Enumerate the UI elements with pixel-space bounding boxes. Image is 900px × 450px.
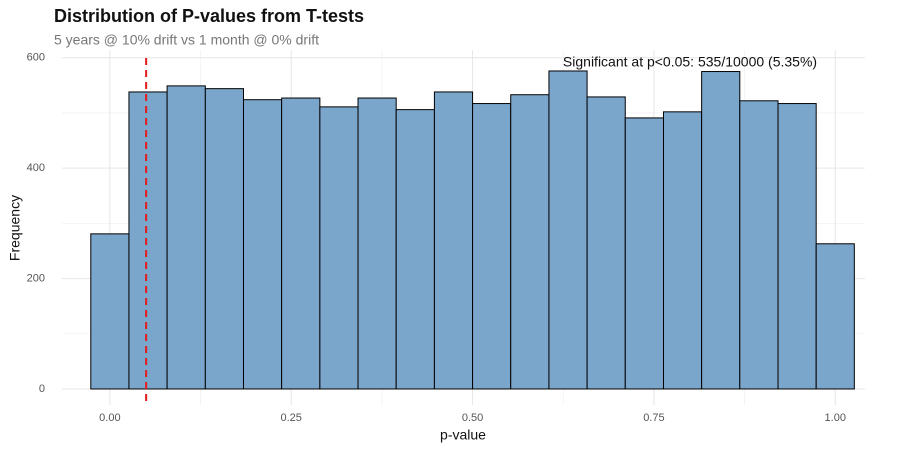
chart-subtitle: 5 years @ 10% drift vs 1 month @ 0% drif… [54,32,319,48]
bar [586,96,626,390]
bar [701,71,741,390]
bar [242,99,283,390]
bar [433,91,474,390]
x-tick-label: 1.00 [825,412,846,424]
x-tick-label: 0.75 [643,412,664,424]
bar [472,103,512,390]
bar [166,85,206,390]
y-tick-label: 400 [27,162,45,174]
bar [204,88,244,390]
bar [815,243,855,390]
y-axis-label: Frequency [7,195,23,261]
y-tick-label: 0 [39,383,45,395]
bar [624,117,664,390]
x-tick-label: 0.50 [462,412,483,424]
bar [319,106,359,390]
bar [510,94,550,390]
y-tick-label: 200 [27,272,45,284]
bar [281,97,321,390]
bar [357,97,397,390]
bar [548,70,588,390]
y-tick-label: 600 [27,52,45,64]
bar [395,109,435,390]
bar [128,91,168,390]
bar [739,100,779,390]
chart-title: Distribution of P-values from T-tests [54,6,364,26]
bar [662,111,703,390]
x-tick-label: 0.00 [99,412,120,424]
x-axis-label: p-value [440,427,486,443]
bar [777,103,817,390]
annotation: Significant at p<0.05: 535/10000 (5.35%) [563,54,817,70]
x-tick-label: 0.25 [281,412,302,424]
bar [90,233,130,390]
